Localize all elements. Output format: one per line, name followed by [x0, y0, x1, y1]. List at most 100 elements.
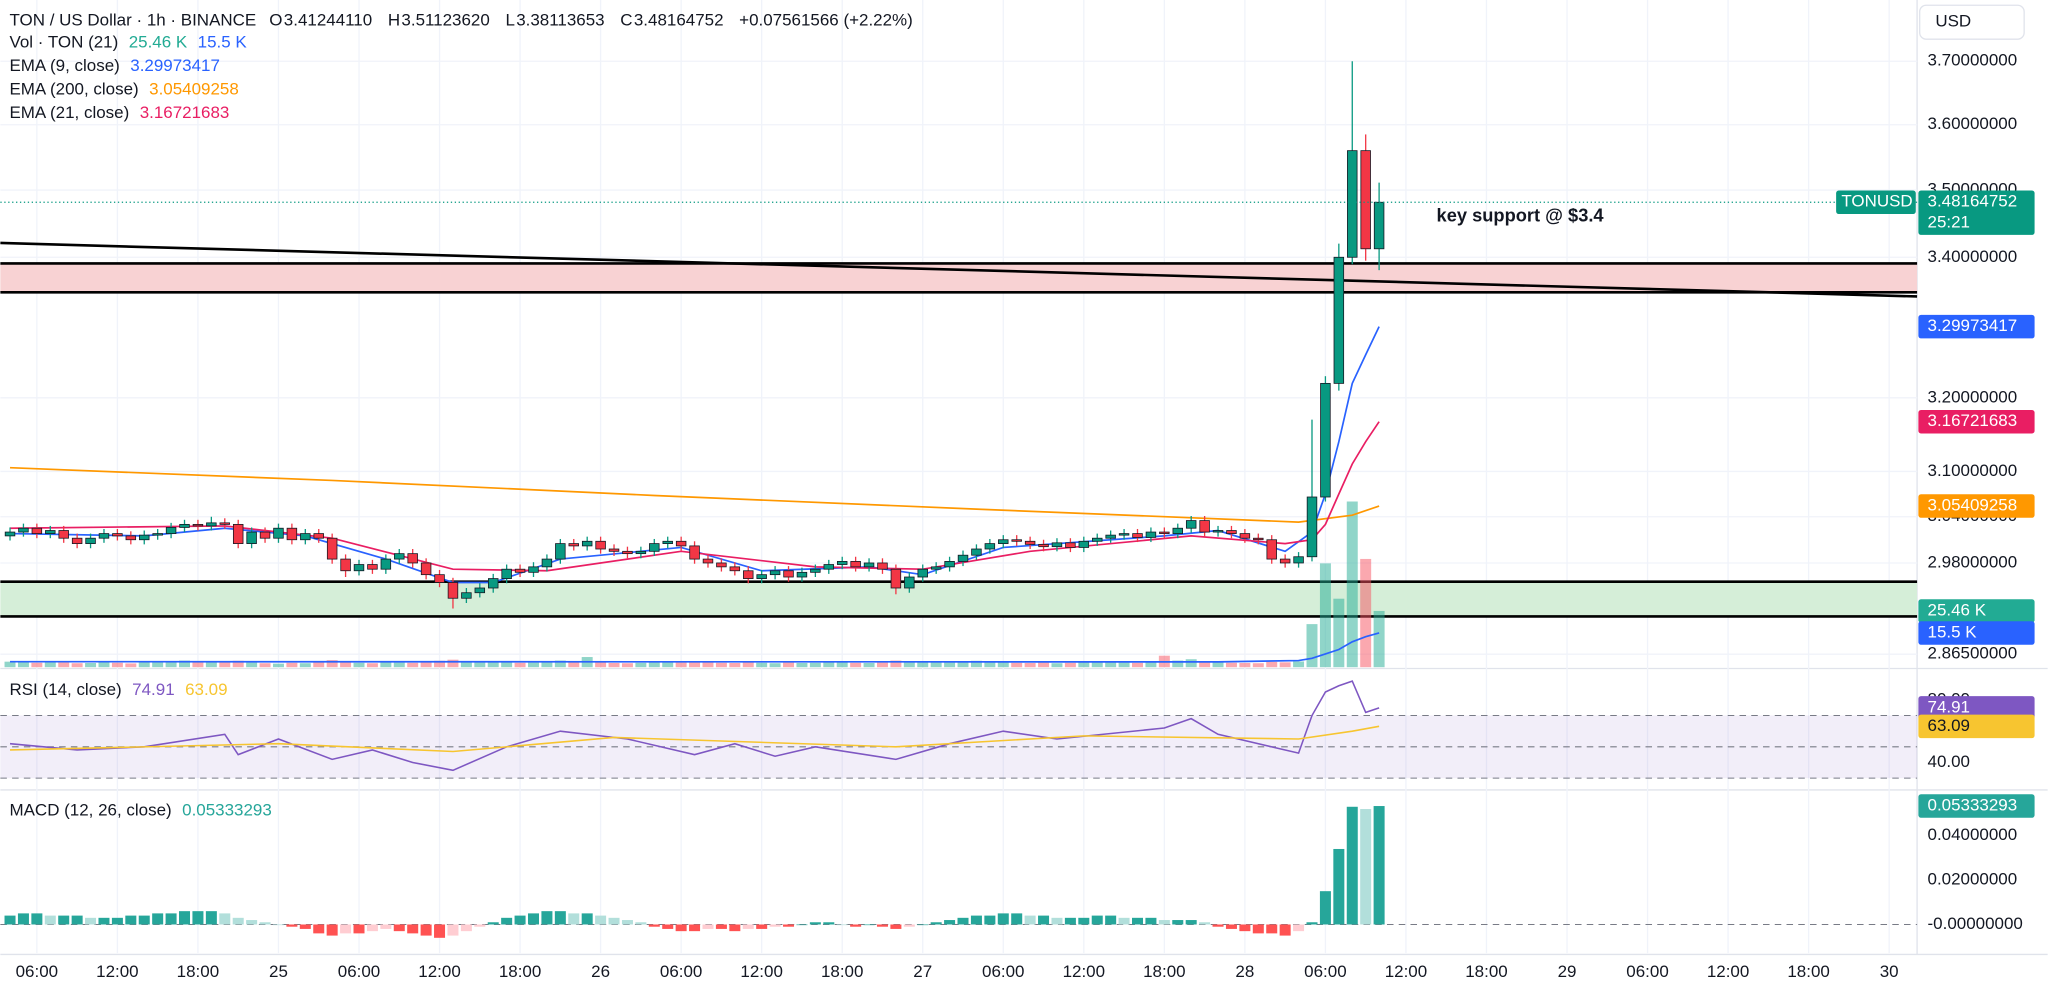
y-tick-label: 2.86500000: [1928, 644, 2018, 663]
candle-body: [608, 548, 620, 552]
candle-body: [125, 535, 137, 541]
volume-bar: [635, 662, 647, 668]
candle-body: [326, 537, 338, 560]
candle-body: [407, 553, 418, 564]
macd-bar: [621, 920, 633, 925]
macd-bar: [1145, 917, 1157, 925]
candle-body: [1373, 201, 1385, 250]
indicator-name: EMA (21, close): [9, 103, 129, 122]
macd-bar: [796, 924, 808, 926]
y-tick-label: 3.60000000: [1928, 114, 2018, 133]
macd-bar: [420, 924, 432, 936]
x-tick-label: 27: [913, 962, 932, 981]
currency[interactable]: USD: [1935, 12, 1971, 31]
volume-bar: [272, 663, 284, 668]
macd-bar: [205, 911, 217, 925]
candle-body: [18, 527, 29, 533]
macd-bar: [984, 915, 996, 925]
volume-bar: [17, 662, 29, 668]
indicator-name: Vol · TON (21): [9, 33, 118, 52]
candle-body: [1347, 150, 1358, 258]
volume-bar: [31, 662, 43, 668]
ohlc-name: L: [505, 10, 514, 29]
volume-bar: [299, 663, 311, 668]
candle-body: [581, 540, 593, 547]
candle-body: [31, 527, 43, 534]
candle-body: [1145, 531, 1157, 538]
candle-body: [488, 578, 499, 589]
volume-bar: [125, 663, 137, 668]
volume-bar: [1373, 610, 1385, 668]
ema-value-label-box: [1918, 494, 2035, 518]
ohlc-value: 3.51123620: [401, 10, 489, 29]
volume-bar: [58, 662, 70, 668]
macd-bar: [1266, 924, 1278, 934]
macd-bar: [286, 924, 298, 927]
candle-body: [112, 533, 123, 537]
x-tick-label: 06:00: [1304, 962, 1346, 981]
volume-bar: [192, 661, 204, 668]
indicator-name: EMA (200, close): [9, 80, 138, 99]
macd-bar: [729, 924, 741, 932]
macd-bar: [340, 924, 352, 934]
x-tick-label: 12:00: [1707, 962, 1749, 981]
ohlc-name: C: [620, 10, 632, 29]
macd-bar: [1306, 922, 1318, 925]
macd-bar: [1293, 924, 1305, 932]
volume-bar: [729, 662, 741, 668]
volume-bar: [1279, 662, 1291, 668]
macd-bar: [1118, 917, 1130, 925]
macd-bar: [1131, 917, 1144, 925]
macd-bar: [179, 911, 191, 925]
volume-bar: [434, 660, 446, 668]
candle-body: [810, 568, 821, 573]
macd-bar: [836, 924, 848, 926]
x-tick-label: 28: [1235, 962, 1254, 981]
indicator-name: MACD (12, 26, close): [9, 800, 171, 819]
macd-bar: [997, 913, 1009, 925]
macd-bar: [1105, 915, 1117, 925]
volume-bar: [1306, 624, 1318, 668]
macd-bar: [890, 924, 902, 929]
candle-body: [1132, 533, 1143, 538]
volume-bar: [1118, 662, 1130, 668]
macd-bar: [259, 922, 271, 925]
volume-bar: [809, 662, 821, 668]
candle-body: [514, 568, 526, 573]
macd-bar: [1333, 848, 1345, 925]
y-tick-label: 0.02000000: [1928, 870, 2018, 889]
candle-body: [139, 534, 150, 541]
volume-bar: [1266, 661, 1278, 668]
ohlc-value: 3.38113653: [516, 10, 604, 29]
volume-bar: [111, 662, 123, 668]
macd-bar: [742, 924, 754, 929]
candle-body: [917, 568, 928, 578]
macd-bar: [702, 924, 714, 929]
currency-box[interactable]: [1919, 4, 2025, 40]
candle-body: [71, 537, 83, 544]
volume-bar: [917, 661, 929, 668]
candle-body: [300, 533, 311, 541]
macd-bar: [474, 924, 486, 927]
candle-body: [45, 530, 56, 534]
candle-body: [836, 561, 848, 565]
macd-bar: [675, 924, 687, 932]
macd-bar: [1199, 922, 1211, 925]
macd-bar: [1212, 924, 1224, 927]
macd-bar: [1078, 917, 1090, 925]
ema-value-label: 3.29973417: [1928, 316, 2018, 335]
candle-body: [689, 545, 700, 560]
macd-bar: [1373, 806, 1385, 925]
ohlc-name: O: [269, 10, 282, 29]
macd-bar: [1319, 891, 1331, 925]
macd-bar: [850, 924, 862, 927]
candle-body: [286, 527, 298, 541]
volume-bar: [407, 662, 419, 668]
candle-body: [461, 592, 472, 599]
volume-bar: [769, 663, 781, 668]
candle-body: [152, 533, 163, 536]
macd-bar: [1225, 924, 1237, 929]
candle-body: [273, 527, 284, 539]
candle-body: [246, 531, 257, 544]
